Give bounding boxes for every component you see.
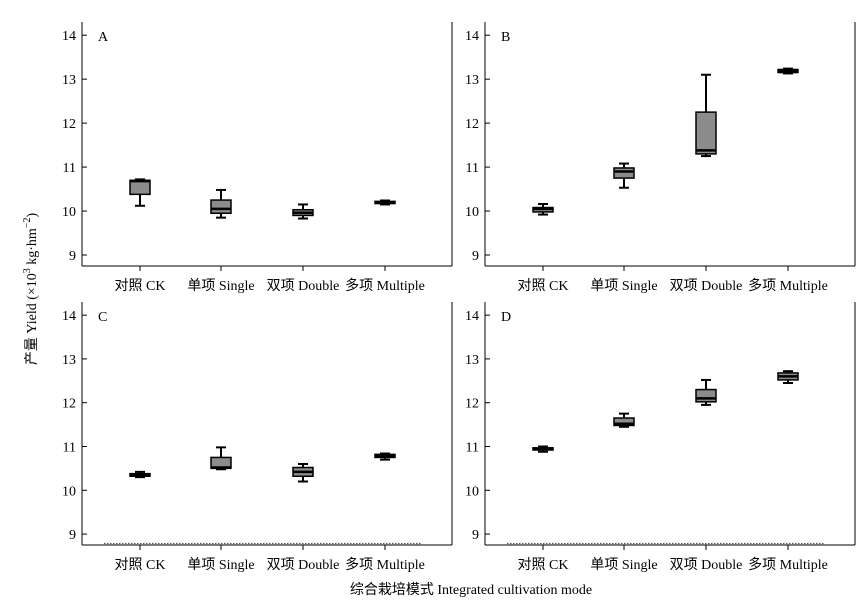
category-label: 单项 Single <box>187 557 254 573</box>
y-tick-label: 13 <box>62 73 76 88</box>
box-1 <box>129 470 151 479</box>
box-rect <box>613 167 635 179</box>
y-tick-label: 14 <box>465 309 479 324</box>
box-3 <box>695 73 717 158</box>
panel-label: D <box>501 310 511 325</box>
box-4 <box>777 370 799 384</box>
y-axis-title: 产量 Yield (×103 kg·hm−2) <box>22 213 40 366</box>
panel-label: C <box>98 310 107 325</box>
y-tick-label: 12 <box>465 117 479 132</box>
category-label: 双项 Double <box>267 557 340 573</box>
box-rect <box>695 388 717 403</box>
y-tick-label: 13 <box>465 73 479 88</box>
box-2 <box>613 162 635 189</box>
box-rect <box>210 199 232 214</box>
panels-group: 9 10 11 12 13 14 A 对照 CK 单项 Single 双项 Double 多项 Mu… <box>62 22 856 573</box>
category-label: 双项 Double <box>670 278 743 294</box>
box-rect <box>695 111 717 155</box>
box-2 <box>210 446 232 471</box>
y-tick-label: 9 <box>472 249 479 264</box>
panel-label: A <box>98 30 109 45</box>
category-label: 对照 CK <box>115 278 166 294</box>
y-tick-label: 13 <box>465 353 479 368</box>
y-tick-label: 10 <box>465 205 479 220</box>
y-tick-label: 10 <box>62 205 76 220</box>
category-label: 对照 CK <box>518 278 569 294</box>
box-3 <box>292 463 314 483</box>
category-label: 多项 Multiple <box>748 556 828 573</box>
box-3 <box>292 203 314 220</box>
box-1 <box>532 203 554 216</box>
category-label: 单项 Single <box>590 557 657 573</box>
y-tick-label: 14 <box>62 309 76 324</box>
y-tick-label: 10 <box>62 484 76 499</box>
y-tick-label: 11 <box>466 161 479 176</box>
category-label: 多项 Multiple <box>748 277 828 294</box>
y-tick-label: 11 <box>63 161 76 176</box>
panel-a: 9 10 11 12 13 14 A 对照 CK 单项 Single 双项 Double 多项 Mu… <box>62 22 453 294</box>
box-2 <box>210 188 232 219</box>
y-tick-label: 13 <box>62 353 76 368</box>
box-3 <box>695 378 717 406</box>
panel-label: B <box>501 30 510 45</box>
box-1 <box>532 445 554 453</box>
category-label: 双项 Double <box>267 278 340 294</box>
category-label: 多项 Multiple <box>345 277 425 294</box>
box-4 <box>374 199 396 206</box>
y-tick-label: 12 <box>465 397 479 412</box>
category-label: 对照 CK <box>518 557 569 573</box>
category-label: 多项 Multiple <box>345 556 425 573</box>
box-2 <box>613 412 635 428</box>
y-tick-label: 9 <box>69 528 76 543</box>
box-4 <box>777 67 799 75</box>
y-tick-label: 11 <box>63 440 76 455</box>
y-tick-label: 11 <box>466 440 479 455</box>
category-label: 双项 Double <box>670 557 743 573</box>
y-tick-label: 12 <box>62 397 76 412</box>
box-rect <box>613 417 635 427</box>
box-4 <box>374 452 396 461</box>
category-label: 对照 CK <box>115 557 166 573</box>
y-tick-label: 14 <box>465 29 479 44</box>
y-tick-label: 14 <box>62 29 76 44</box>
y-tick-label: 12 <box>62 117 76 132</box>
panel-d: 9 10 11 12 13 14 D 对照 CK 单项 Single 双项 Double 多项 Mu… <box>465 302 856 573</box>
category-label: 单项 Single <box>590 278 657 294</box>
y-tick-label: 10 <box>465 484 479 499</box>
y-tick-label: 9 <box>472 528 479 543</box>
category-label: 单项 Single <box>187 278 254 294</box>
y-tick-label: 9 <box>69 249 76 264</box>
box-1 <box>129 178 151 207</box>
panel-b: 9 10 11 12 13 14 B 对照 CK 单项 Single 双项 Double 多项 Mu… <box>465 22 856 294</box>
x-axis-title: 综合栽培模式 Integrated cultivation mode <box>350 582 592 598</box>
panel-c: 9 10 11 12 13 14 C 对照 CK 单项 Single 双项 Double 多项 Mu… <box>62 302 453 573</box>
